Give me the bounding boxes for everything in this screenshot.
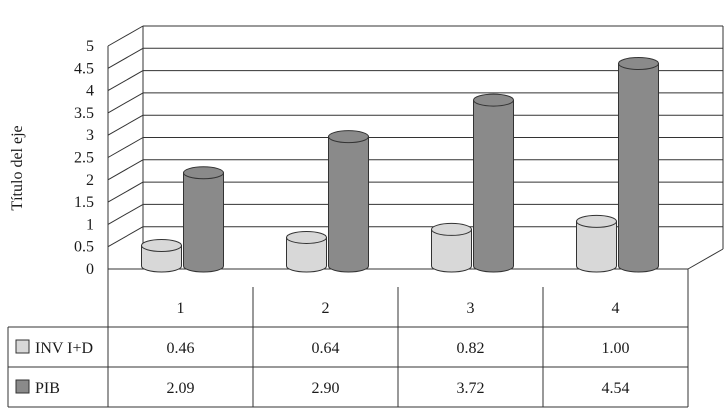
bar-inv-id xyxy=(286,230,327,273)
cylinder-top xyxy=(141,238,182,252)
legend-swatch xyxy=(15,379,30,394)
bar-inv-id xyxy=(576,214,617,273)
data-label: 0.46 xyxy=(167,340,195,357)
bar-inv-id xyxy=(141,238,182,273)
cylinder-top xyxy=(576,214,617,228)
category-label: 4 xyxy=(612,300,620,317)
gridline-diagonal xyxy=(107,226,144,248)
cylinder-body xyxy=(286,236,327,273)
y-tick-label: 2.5 xyxy=(74,150,94,167)
y-tick-label: 4.5 xyxy=(74,60,94,77)
cylinder-body xyxy=(431,228,472,273)
gridline-diagonal xyxy=(107,159,144,181)
cylinder-body xyxy=(576,220,617,273)
legend-series-name: PIB xyxy=(35,380,60,397)
cylinder-body xyxy=(328,136,369,273)
bar-pib xyxy=(183,166,224,273)
gridline-diagonal xyxy=(107,181,144,203)
floor-right-edge xyxy=(687,248,724,270)
gridline-diagonal xyxy=(107,137,144,158)
category-label: 1 xyxy=(177,300,185,317)
bar-pib xyxy=(328,130,369,273)
cylinder-body xyxy=(618,63,659,273)
gridline-diagonal xyxy=(107,25,144,47)
cylinder-top xyxy=(286,230,327,244)
gridline-diagonal xyxy=(107,47,144,69)
cylinder-top xyxy=(328,130,369,144)
data-label: 3.72 xyxy=(457,380,485,397)
data-label: 2.90 xyxy=(312,380,340,397)
category-label: 2 xyxy=(322,300,330,317)
data-label: 2.09 xyxy=(167,380,195,397)
y-tick-label: 0 xyxy=(86,261,94,278)
y-axis-title: Título del eje xyxy=(9,125,26,210)
data-label: 0.64 xyxy=(312,340,340,357)
y-tick-labels: 0 0.5 1 1.5 2 2.5 3 3.5 4 4.5 5 xyxy=(74,38,94,278)
cylinder-top xyxy=(618,57,659,71)
bar-pib xyxy=(618,57,659,273)
y-tick-label: 1 xyxy=(86,216,94,233)
legend-swatch xyxy=(15,339,30,354)
bars-layer xyxy=(141,57,659,273)
y-tick-label: 3.5 xyxy=(74,105,94,122)
y-tick-label: 4 xyxy=(86,83,94,100)
data-table: 1 2 3 4 INV I+D 0.46 0.64 0.82 1.00 PIB 2.09 2.90 3.… xyxy=(7,269,689,408)
y-tick-label: 5 xyxy=(86,38,94,55)
gridline-diagonal xyxy=(107,92,144,114)
data-label: 4.54 xyxy=(602,380,630,397)
category-label: 3 xyxy=(467,300,475,317)
data-label: 0.82 xyxy=(457,340,485,357)
gridline-diagonal xyxy=(107,114,144,136)
cylinder-top xyxy=(473,93,514,107)
cylinder-body xyxy=(141,244,182,273)
y-tick-label: 1.5 xyxy=(74,194,94,211)
cylinder-top xyxy=(183,166,224,180)
bar-inv-id xyxy=(431,222,472,273)
cylinder-top xyxy=(431,222,472,236)
gridline-diagonal xyxy=(107,203,144,225)
bar-pib xyxy=(473,93,514,273)
cylinder-body xyxy=(183,172,224,273)
y-tick-label: 0.5 xyxy=(74,239,94,256)
gridline-diagonal xyxy=(107,70,144,92)
data-label: 1.00 xyxy=(602,340,630,357)
y-tick-label: 2 xyxy=(86,172,94,189)
y-tick-label: 3 xyxy=(86,127,94,144)
legend-series-name: INV I+D xyxy=(35,340,93,357)
cylinder-body xyxy=(473,99,514,273)
